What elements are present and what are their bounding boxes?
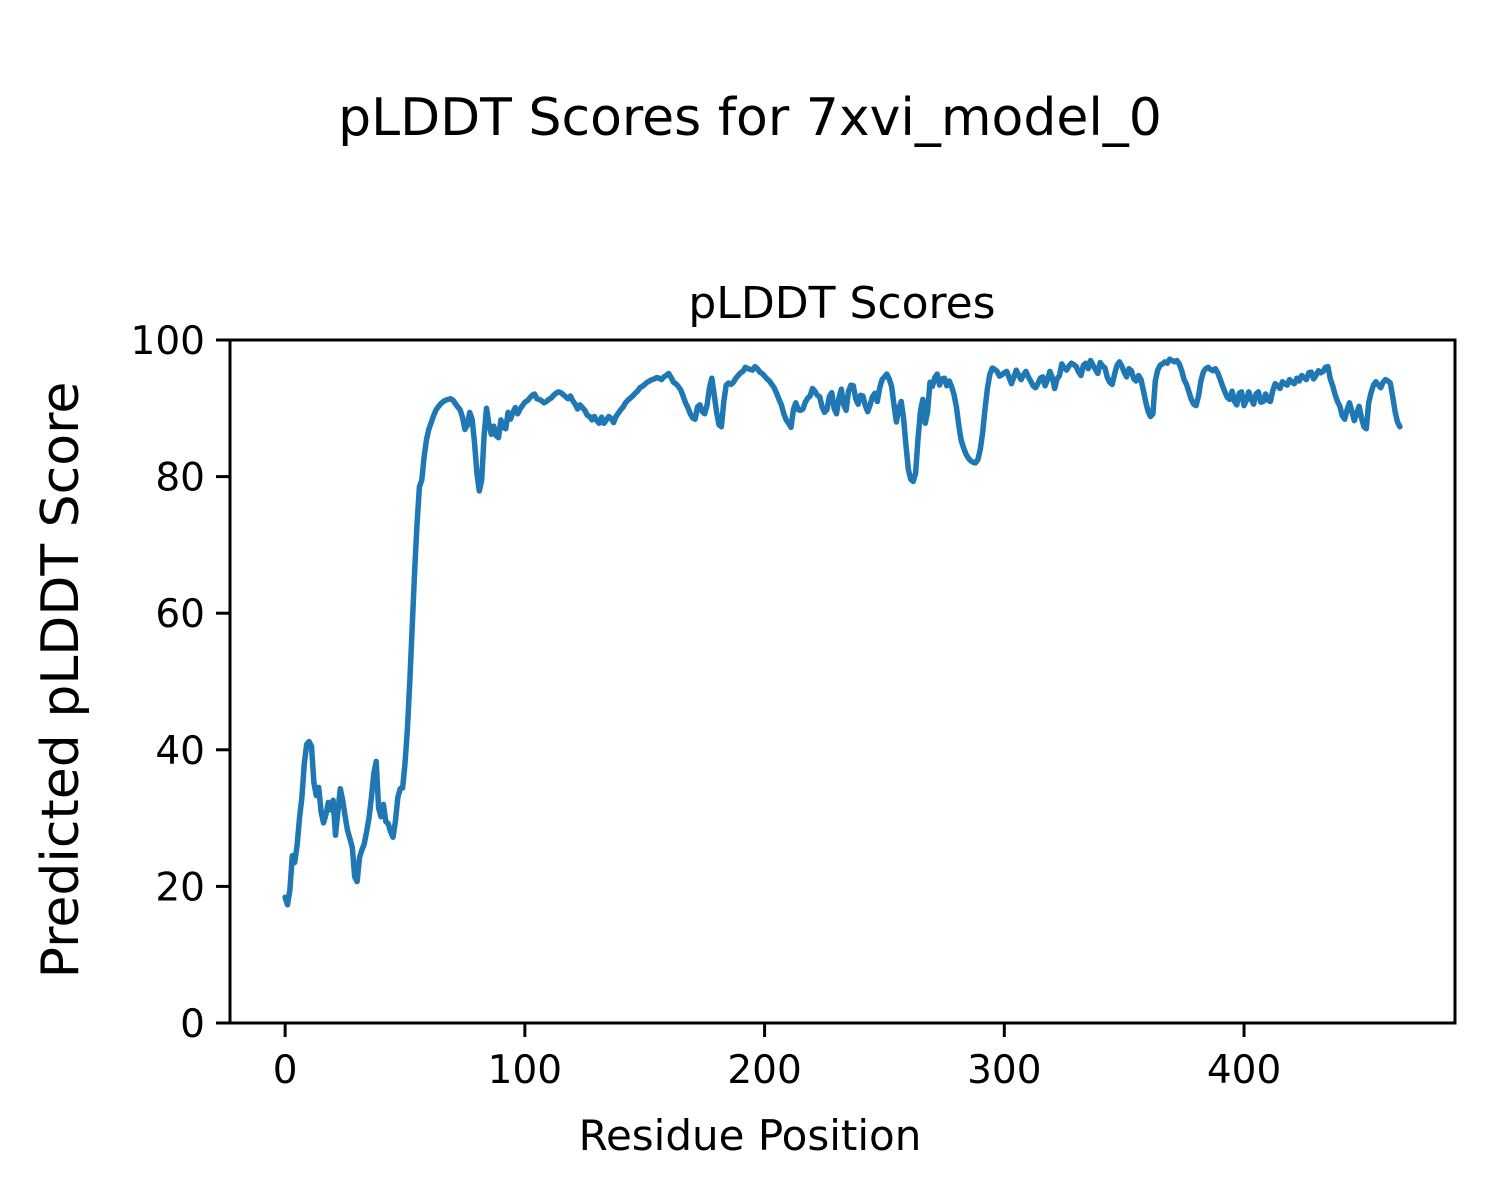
y-tick-label: 80	[155, 456, 205, 501]
x-axis-label: Residue Position	[579, 1111, 922, 1160]
plddt-line-series	[282, 356, 1403, 908]
x-tick-label: 300	[967, 1048, 1041, 1093]
x-tick-label: 100	[488, 1048, 562, 1093]
y-tick-label: 0	[180, 1002, 205, 1047]
y-tick-label: 100	[131, 319, 205, 364]
chart-area: 0 100 200 300 400 0 20 40 60 80 100	[131, 319, 1457, 1093]
y-tick-label: 40	[155, 729, 205, 774]
axes-spines	[228, 338, 1457, 1025]
x-tick-label: 0	[273, 1048, 298, 1093]
axes-title: pLDDT Scores	[688, 278, 995, 329]
x-tick-label: 400	[1207, 1048, 1281, 1093]
y-axis-label: Predicted pLDDT Score	[31, 382, 91, 979]
y-tick-label: 60	[155, 592, 205, 637]
y-tick-label: 20	[155, 865, 205, 910]
figure-title: pLDDT Scores for 7xvi_model_0	[338, 88, 1162, 148]
x-tick-label: 200	[727, 1048, 801, 1093]
